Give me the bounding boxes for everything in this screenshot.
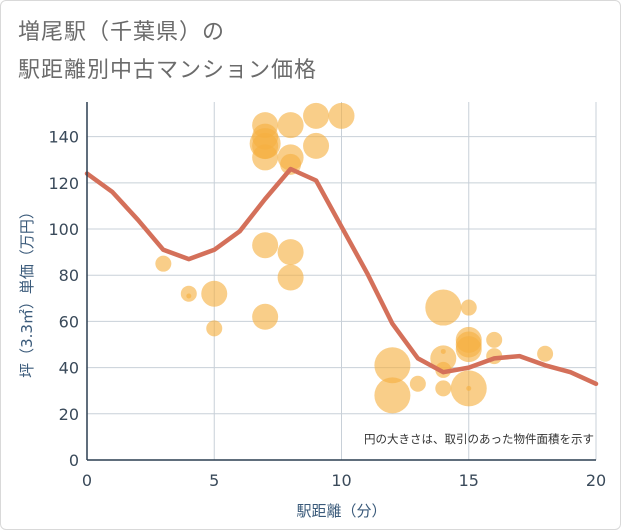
axes	[86, 102, 596, 461]
x-tick-label: 5	[209, 471, 219, 490]
x-axis-label: 駅距離（分）	[296, 502, 386, 520]
bubble-point	[440, 348, 446, 354]
y-tick-label: 140	[48, 128, 79, 147]
bubble-point	[303, 102, 330, 129]
bubble-point	[374, 347, 411, 384]
bubble-point	[155, 255, 172, 272]
bubble-point	[206, 320, 223, 337]
bubble-series	[155, 102, 554, 414]
bubble-point	[466, 385, 472, 391]
chart-title-line1: 増尾駅（千葉県）の	[18, 20, 226, 45]
y-axis-label: 坪（3.3㎡）単価（万円）	[18, 204, 36, 378]
bubble-point	[303, 132, 330, 159]
bubble-point	[537, 345, 554, 362]
bubble-point	[186, 293, 192, 299]
bubble-point	[252, 303, 279, 330]
y-tick-label: 80	[59, 266, 79, 285]
y-tick-label: 60	[59, 312, 79, 331]
bubble-size-note: 円の大きさは、取引のあった物件面積を示す	[364, 432, 594, 446]
x-tick-label: 10	[331, 471, 351, 490]
bubble-point	[435, 380, 452, 397]
chart-title-line2: 駅距離別中古マンション価格	[18, 58, 318, 83]
bubble-point	[425, 289, 462, 326]
y-tick-label: 40	[59, 359, 79, 378]
tick-labels: 0 5 10 15 20 0 20 40 60 80 100 120 140	[48, 128, 606, 490]
bubble-point	[455, 336, 482, 363]
y-tick-label: 0	[69, 451, 79, 470]
bubble-point	[486, 331, 503, 348]
x-tick-label: 20	[586, 471, 606, 490]
y-tick-label: 20	[59, 405, 79, 424]
y-tick-label: 120	[48, 174, 79, 193]
x-tick-label: 0	[82, 471, 92, 490]
bubble-point	[328, 102, 355, 129]
bubble-point	[374, 377, 411, 414]
y-tick-label: 100	[48, 220, 79, 239]
x-tick-label: 15	[459, 471, 479, 490]
bubble-point	[277, 239, 304, 266]
bubble-point	[430, 345, 457, 372]
trend-line	[84, 166, 599, 387]
bubble-point	[409, 375, 426, 392]
bubble-point	[277, 264, 304, 291]
grid-lines	[87, 102, 597, 460]
bubble-point	[277, 112, 304, 139]
bubble-point	[460, 299, 477, 316]
bubble-point	[252, 144, 279, 171]
bubble-point	[201, 280, 228, 307]
trend-line-series	[84, 166, 599, 387]
bubble-point	[252, 232, 279, 259]
